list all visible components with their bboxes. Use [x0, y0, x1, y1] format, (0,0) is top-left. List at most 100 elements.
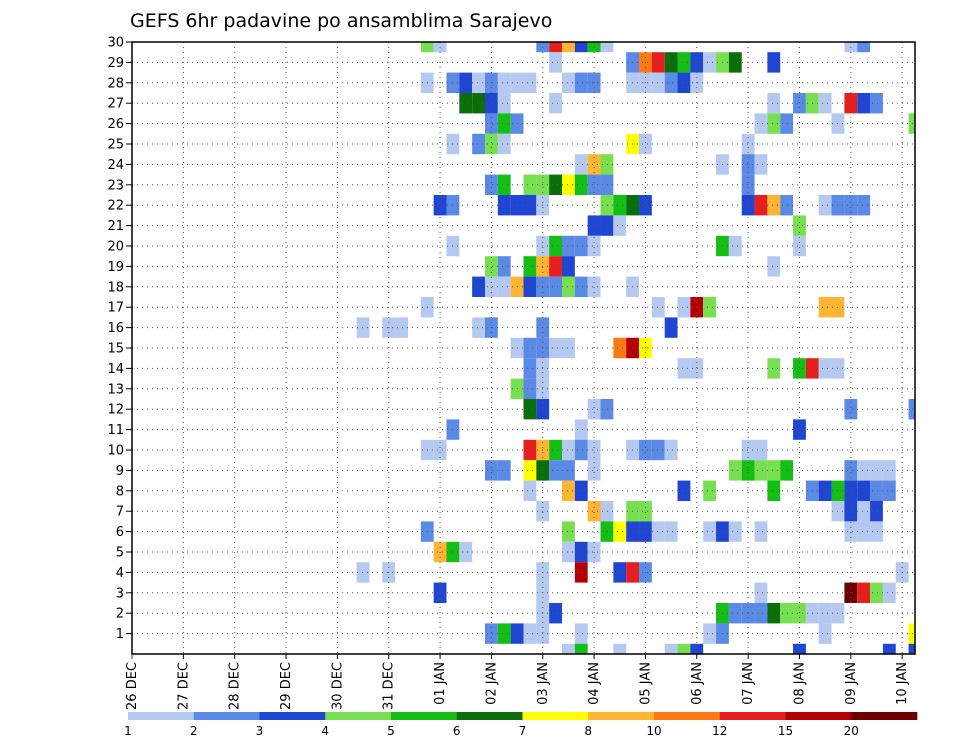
- y-tick-label: 3: [116, 586, 124, 601]
- heatmap-cell: [767, 460, 781, 481]
- heatmap-cell: [574, 276, 588, 297]
- heatmap-cell: [818, 297, 832, 318]
- y-tick-label: 12: [107, 403, 124, 418]
- heatmap-cell: [651, 72, 665, 93]
- x-tick-label: 26 DEC: [125, 662, 140, 710]
- heatmap-cell: [908, 399, 915, 420]
- heatmap-cell: [639, 501, 652, 522]
- heatmap-cell: [857, 521, 871, 542]
- heatmap-cell: [857, 460, 871, 481]
- heatmap-cell: [677, 297, 691, 318]
- heatmap-cell: [664, 72, 678, 93]
- heatmap-cell: [497, 256, 511, 277]
- heatmap-cell: [677, 72, 691, 93]
- heatmap-cell: [870, 582, 883, 603]
- heatmap-cell: [882, 582, 896, 603]
- heatmap-cell: [562, 643, 575, 654]
- heatmap-cell: [857, 582, 871, 603]
- heatmap-cell: [587, 439, 601, 461]
- heatmap-cell: [523, 399, 537, 420]
- heatmap-cell: [690, 643, 704, 654]
- y-tick-label: 16: [107, 321, 124, 336]
- heatmap-cell: [767, 195, 781, 216]
- heatmap-cell: [562, 276, 575, 297]
- heatmap-cell: [677, 480, 691, 501]
- heatmap-cell: [818, 623, 832, 644]
- y-tick-label: 7: [116, 505, 124, 520]
- heatmap-cell: [741, 603, 755, 624]
- heatmap-cell: [484, 93, 498, 114]
- heatmap-cell: [857, 195, 871, 216]
- heatmap-cell: [754, 439, 768, 461]
- heatmap-cell: [754, 113, 768, 134]
- heatmap-cell: [472, 93, 485, 114]
- heatmap-cell: [497, 460, 511, 481]
- heatmap-cell: [613, 521, 627, 542]
- colorbar-segment: [128, 712, 195, 720]
- colorbar-label: 7: [519, 724, 527, 738]
- heatmap-cell: [613, 643, 627, 654]
- x-tick-label: 06 JAN: [690, 662, 705, 705]
- heatmap-cell: [882, 480, 896, 501]
- heatmap-cell: [574, 480, 588, 501]
- heatmap-cell: [472, 72, 485, 93]
- colorbar-segment: [325, 712, 392, 720]
- colorbar-segment: [851, 712, 918, 720]
- heatmap-cell: [574, 42, 588, 53]
- x-tick-label: 08 JAN: [792, 662, 807, 705]
- heatmap-cell: [651, 439, 665, 461]
- colorbar: 1 2 3 4 5 6 7 8 10 12 15 20: [124, 712, 918, 738]
- heatmap-cell: [651, 521, 665, 542]
- x-tick-label: 10 JAN: [895, 662, 910, 705]
- heatmap-cell: [587, 154, 601, 175]
- heatmap-cell: [549, 603, 563, 624]
- heatmap-cell: [857, 42, 871, 53]
- heatmap-cell: [728, 52, 742, 73]
- colorbar-segment: [193, 712, 260, 720]
- heatmap-cell: [356, 317, 370, 338]
- heatmap-cell: [549, 460, 563, 481]
- heatmap-cell: [639, 521, 652, 542]
- heatmap-cell: [562, 521, 575, 542]
- heatmap-cell: [459, 541, 473, 563]
- colorbar-label: 5: [387, 724, 395, 738]
- heatmap-cell: [574, 419, 588, 440]
- colorbar-segment: [654, 712, 721, 720]
- heatmap-cell: [523, 439, 537, 461]
- heatmap-cell: [793, 93, 806, 114]
- heatmap-cell: [600, 521, 614, 542]
- colorbar-segment: [785, 712, 852, 720]
- colorbar-label: 20: [844, 724, 859, 738]
- heatmap-cell: [600, 154, 614, 175]
- heatmap-cell: [600, 501, 614, 522]
- heatmap-cell: [677, 52, 691, 73]
- heatmap-cell: [562, 256, 575, 277]
- heatmap-cell: [793, 235, 806, 257]
- heatmap-cell: [459, 93, 473, 114]
- heatmap-cell: [677, 643, 691, 654]
- heatmap-cell: [562, 480, 575, 501]
- y-axis: 1234567891011121314151617181920212223242…: [107, 36, 132, 642]
- heatmap-cell: [587, 399, 601, 420]
- heatmap-cell: [549, 276, 563, 297]
- heatmap-cell: [754, 582, 768, 603]
- y-tick-label: 15: [107, 342, 124, 357]
- heatmap-cell: [818, 195, 832, 216]
- heatmap-cell: [613, 215, 627, 236]
- heatmap-cell: [703, 52, 717, 73]
- heatmap-cell: [523, 378, 537, 399]
- heatmap-cell: [549, 93, 563, 114]
- heatmap-cell: [549, 439, 563, 461]
- heatmap-cell: [754, 195, 768, 216]
- heatmap-cell: [562, 235, 575, 257]
- heatmap-cell: [780, 195, 794, 216]
- heatmap-cell: [613, 562, 627, 583]
- heatmap-cell: [549, 235, 563, 257]
- y-tick-label: 14: [107, 362, 124, 377]
- x-axis: 26 DEC 27 DEC 28 DEC 29 DEC 30 DEC 31 DEC 01 J…: [125, 654, 910, 710]
- heatmap-cell: [870, 460, 883, 481]
- colorbar-label: 2: [190, 724, 198, 738]
- colorbar-segment: [588, 712, 655, 720]
- heatmap-cell: [613, 195, 627, 216]
